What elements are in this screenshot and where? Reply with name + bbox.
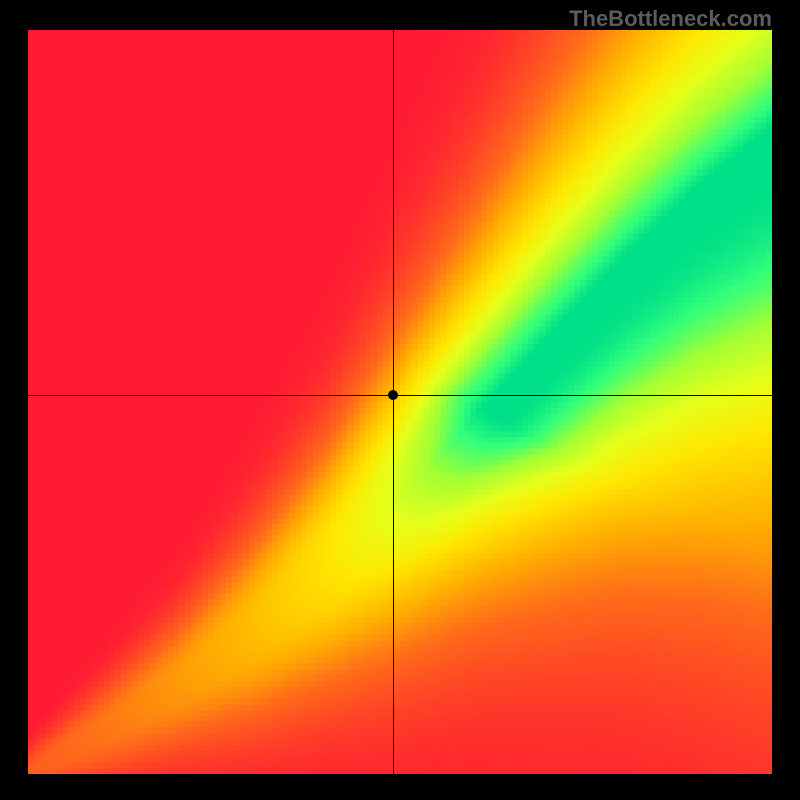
watermark-text: TheBottleneck.com [569,6,772,32]
crosshair-vertical [393,30,394,774]
crosshair-marker [388,390,398,400]
heatmap-canvas [28,30,772,774]
heatmap-plot [28,30,772,774]
crosshair-horizontal [28,395,772,396]
